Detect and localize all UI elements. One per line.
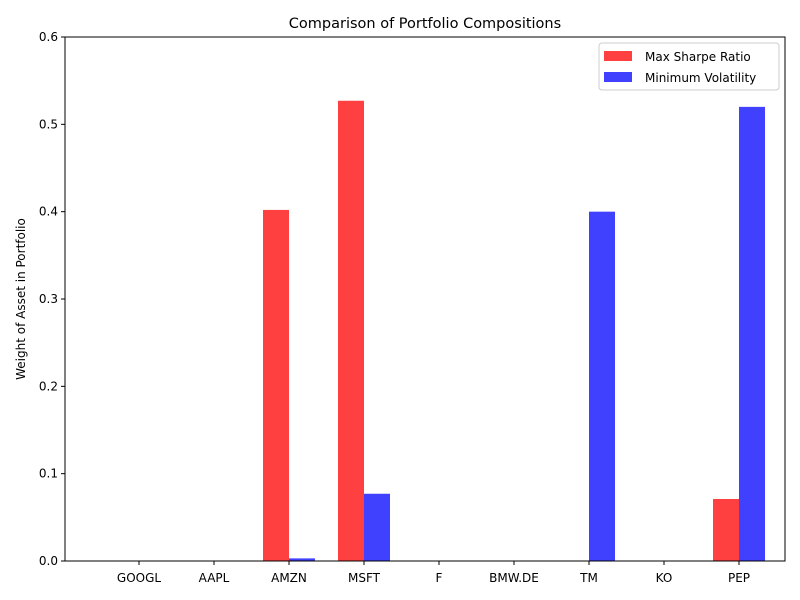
bar-min-volatility-tm <box>589 211 615 561</box>
bars-group <box>263 100 765 562</box>
y-tick-label: 0.0 <box>39 554 58 568</box>
x-tick-label: KO <box>656 571 673 585</box>
x-tick-label: BMW.DE <box>489 571 539 585</box>
legend-label: Max Sharpe Ratio <box>645 50 751 64</box>
plot-frame <box>64 36 786 562</box>
chart-title: Comparison of Portfolio Compositions <box>289 16 561 32</box>
x-tick-label: AMZN <box>271 571 307 585</box>
x-tick-label: F <box>436 571 443 585</box>
legend-swatch <box>604 51 632 61</box>
y-tick-label: 0.6 <box>39 30 58 44</box>
legend: Max Sharpe Ratio Minimum Volatility <box>598 42 780 91</box>
bar-max-sharpe-pep <box>713 498 739 561</box>
x-tick-label: MSFT <box>348 571 381 585</box>
y-axis-title: Weight of Asset in Portfolio <box>14 218 28 380</box>
legend-label: Minimum Volatility <box>645 71 756 85</box>
y-tick-label: 0.4 <box>39 205 58 219</box>
bar-min-volatility-pep <box>739 106 765 561</box>
bar-min-volatility-msft <box>364 493 390 561</box>
y-tick-label: 0.3 <box>39 292 58 306</box>
legend-swatch <box>604 72 632 82</box>
legend-box <box>598 42 780 91</box>
y-tick-label: 0.5 <box>39 117 58 131</box>
y-axis: 0.0 0.1 0.2 0.3 0.4 0.5 0.6 <box>39 30 65 568</box>
bar-max-sharpe-msft <box>338 100 364 562</box>
y-tick-label: 0.1 <box>39 467 58 481</box>
x-tick-label: PEP <box>728 571 750 585</box>
x-axis: GOOGL AAPL AMZN MSFT F BMW.DE TM KO PEP <box>117 561 750 585</box>
bar-min-volatility-amzn <box>289 558 315 561</box>
y-tick-label: 0.2 <box>39 379 58 393</box>
x-tick-label: GOOGL <box>117 571 161 585</box>
x-tick-label: TM <box>579 571 598 585</box>
bar-max-sharpe-amzn <box>263 209 289 562</box>
x-tick-label: AAPL <box>199 571 230 585</box>
